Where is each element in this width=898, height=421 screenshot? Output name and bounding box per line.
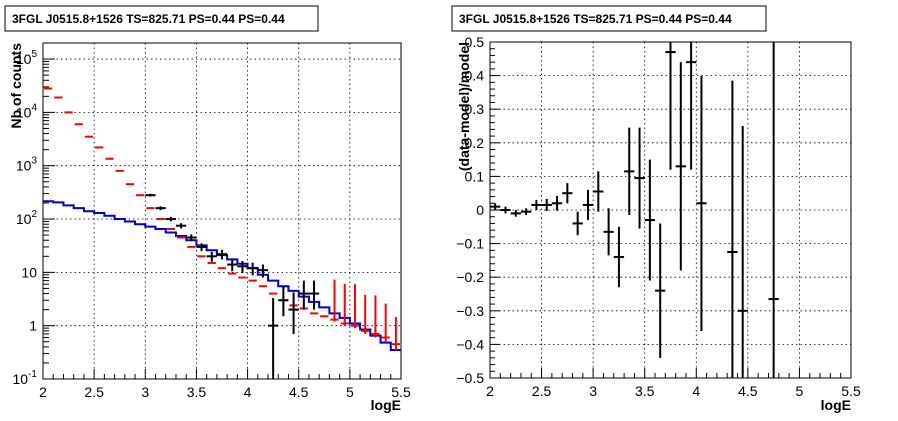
- x-tick-label: 2.5: [84, 384, 104, 400]
- x-tick-label: 3: [589, 383, 597, 399]
- x-tick-label: 4.5: [738, 383, 758, 399]
- x-axis-label: logE: [821, 397, 851, 413]
- model-component-line: [43, 200, 401, 351]
- x-tick-label: 5.5: [391, 384, 411, 400]
- y-tick-label: −0.2: [456, 269, 484, 285]
- y-tick-label: 10: [21, 264, 37, 280]
- x-tick-label: 2: [486, 383, 494, 399]
- y-axis-label: Nb of counts: [8, 43, 24, 129]
- x-tick-label: 3.5: [187, 384, 207, 400]
- y-tick-label: 0.3: [465, 101, 485, 117]
- y-tick-label: −0.1: [456, 236, 484, 252]
- x-tick-label: 2.5: [532, 383, 552, 399]
- y-tick-label: 0.2: [465, 135, 485, 151]
- residuals-chart: 3FGL J0515.8+1526 TS=825.71 PS=0.44 PS=0…: [451, 5, 861, 413]
- title-box: [451, 5, 767, 32]
- y-tick-label: 102: [16, 209, 38, 227]
- y-tick-label: 0.1: [465, 168, 485, 184]
- chart-title: 3FGL J0515.8+1526 TS=825.71 PS=0.44 PS=0…: [459, 12, 732, 26]
- y-tick-label: −0.5: [456, 370, 484, 386]
- x-tick-label: 2: [39, 384, 47, 400]
- x-tick-label: 3: [141, 384, 149, 400]
- title-box: [4, 5, 319, 32]
- y-tick-label: −0.3: [456, 303, 484, 319]
- x-tick-label: 4: [692, 383, 700, 399]
- y-tick-label: 104: [16, 102, 38, 120]
- y-tick-label: 103: [16, 156, 38, 174]
- y-tick-label: −0.4: [456, 336, 484, 352]
- x-tick-label: 4.5: [289, 384, 309, 400]
- y-axis-label: (data-model)/model: [456, 42, 472, 171]
- x-tick-label: 5: [346, 384, 354, 400]
- x-tick-label: 5: [796, 383, 804, 399]
- y-tick-label: 1: [29, 318, 37, 334]
- chart-title: 3FGL J0515.8+1526 TS=825.71 PS=0.44 PS=0…: [12, 12, 285, 26]
- x-tick-label: 4: [244, 384, 252, 400]
- plot-frame: [42, 42, 402, 380]
- y-tick-label: 0.4: [465, 68, 485, 84]
- y-tick-label: 0: [476, 202, 484, 218]
- x-tick-label: 5.5: [841, 383, 861, 399]
- y-tick-label: 10-1: [13, 369, 38, 387]
- counts-chart: 3FGL J0515.8+1526 TS=825.71 PS=0.44 PS=0…: [4, 5, 411, 413]
- x-axis-label: logE: [371, 397, 401, 413]
- y-tick-label: 105: [16, 49, 38, 67]
- x-tick-label: 3.5: [635, 383, 655, 399]
- y-tick-label: 0.5: [465, 34, 485, 50]
